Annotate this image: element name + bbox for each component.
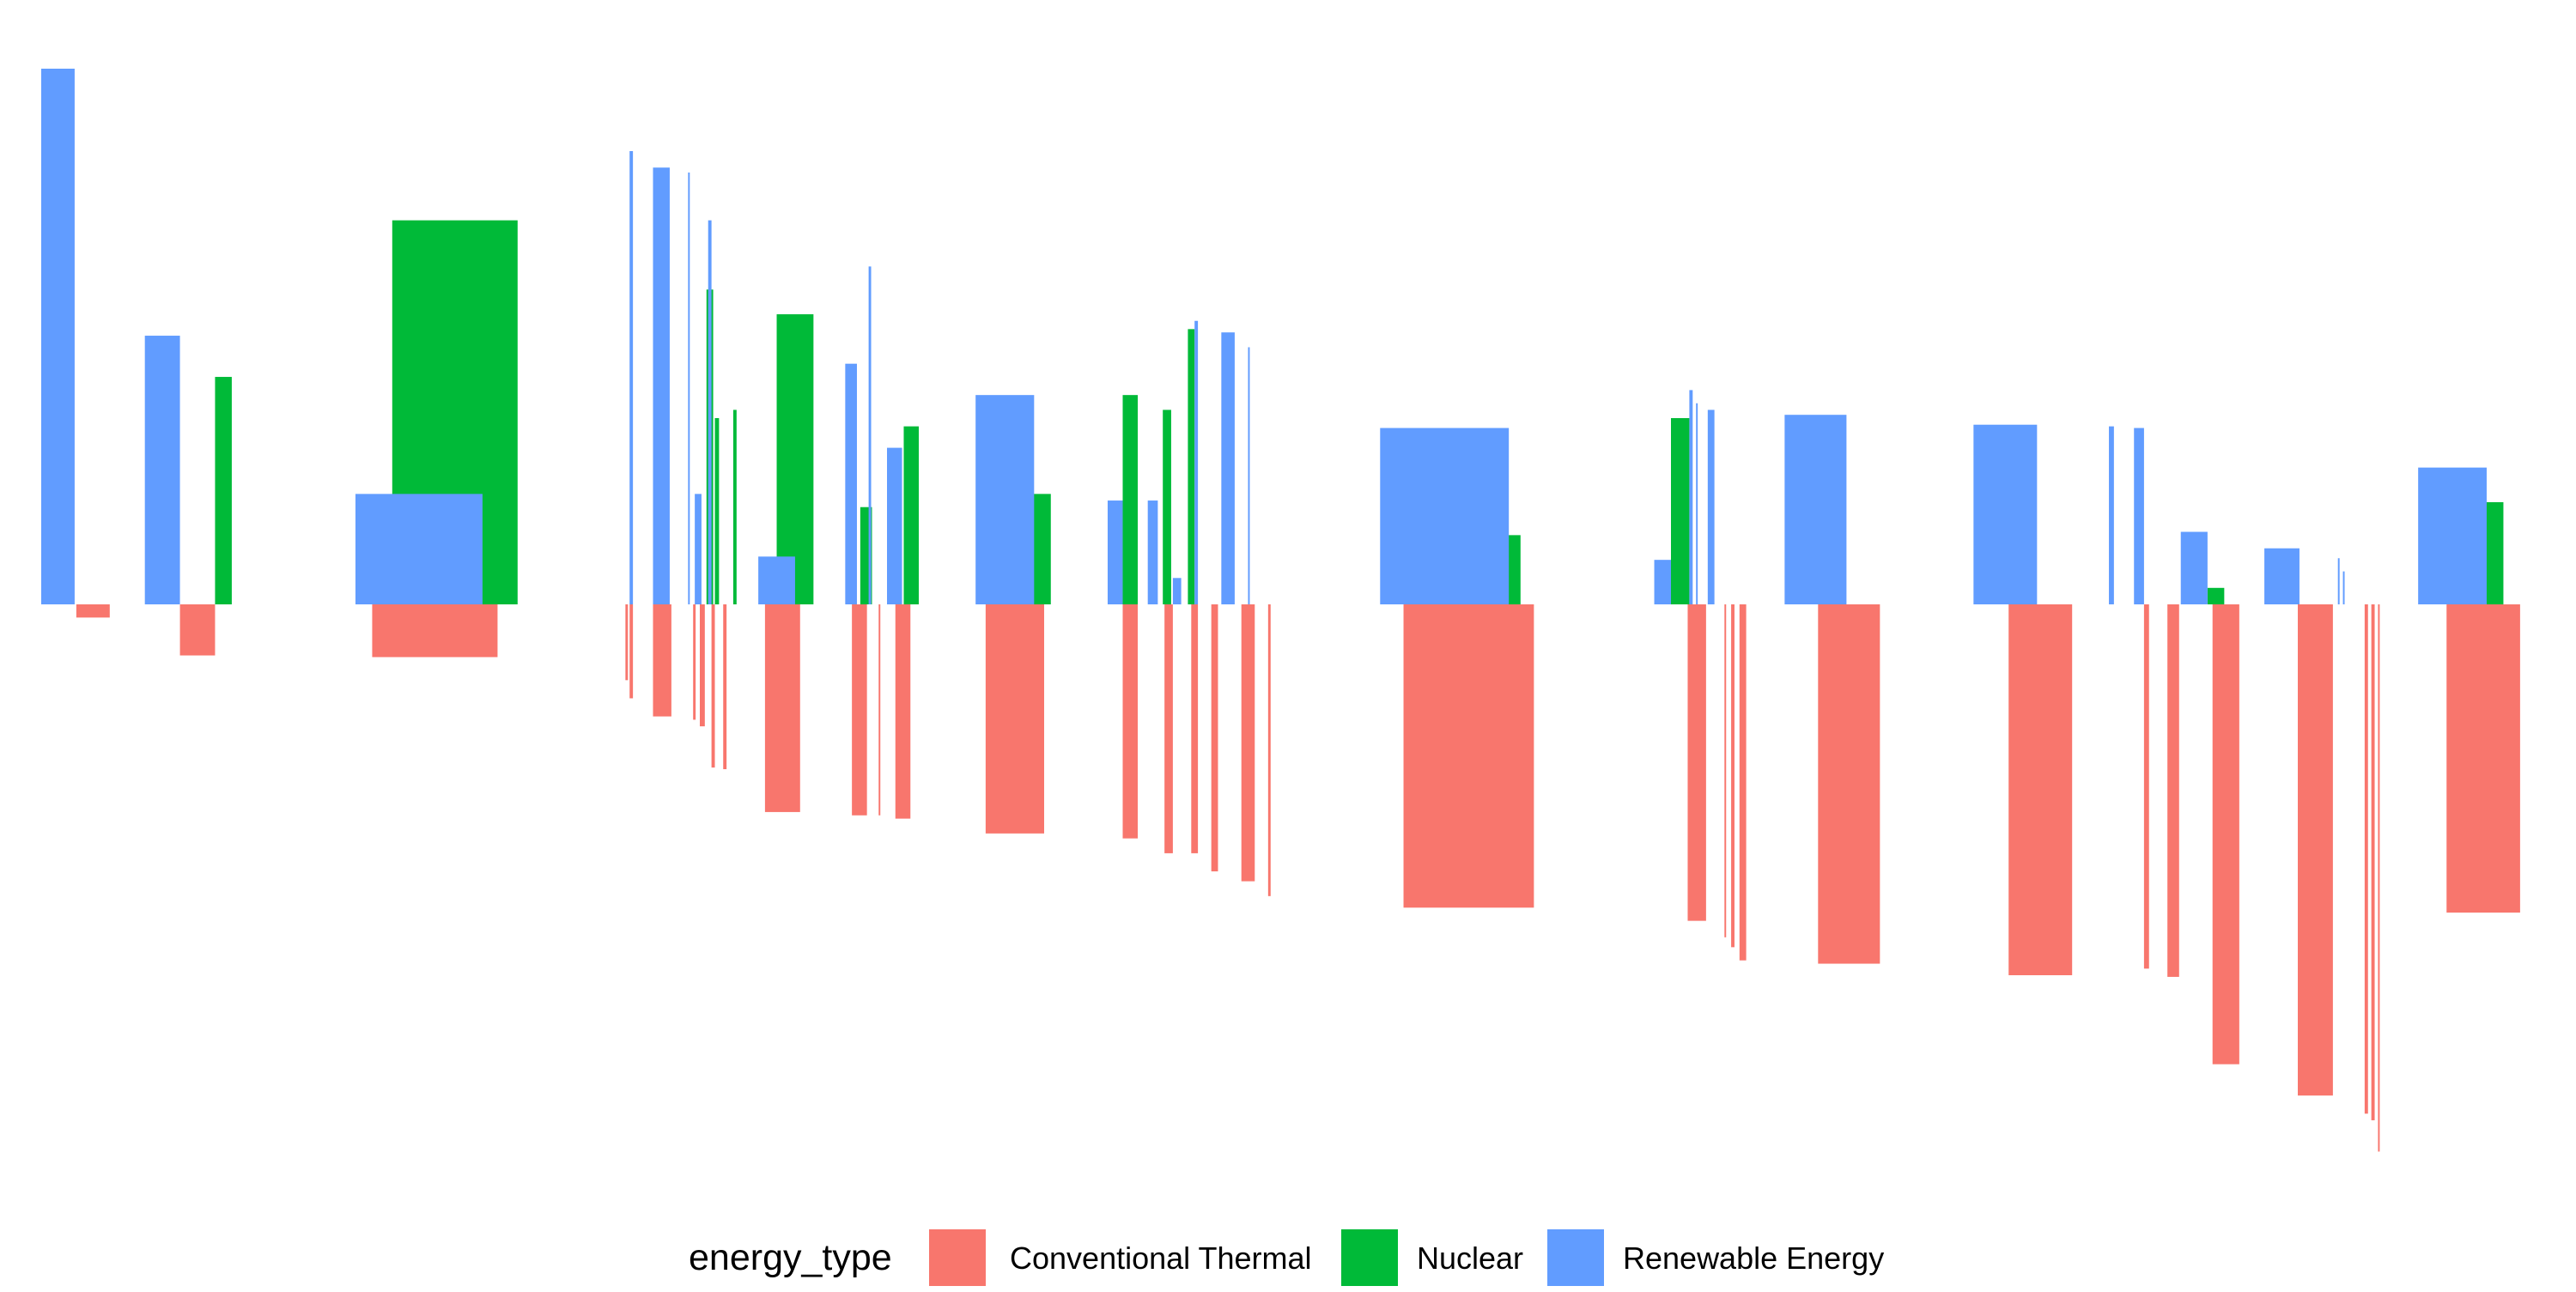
bar-renewable-energy-31 bbox=[2337, 558, 2340, 604]
bar-conventional-thermal-30 bbox=[2167, 604, 2179, 977]
bar-nuclear-6 bbox=[776, 314, 814, 604]
bar-conventional-thermal-5 bbox=[629, 604, 634, 699]
bar-renewable-energy-10 bbox=[845, 363, 857, 604]
bar-nuclear-4 bbox=[714, 418, 720, 604]
bar-nuclear-11 bbox=[1163, 409, 1171, 604]
bar-renewable-energy-14 bbox=[1107, 500, 1123, 604]
bar-nuclear-8 bbox=[903, 426, 919, 604]
bar-conventional-thermal-2 bbox=[179, 604, 216, 656]
bar-conventional-thermal-23 bbox=[1687, 604, 1706, 921]
legend-label-nuclear: Nuclear bbox=[1417, 1240, 1524, 1276]
bar-renewable-energy-1 bbox=[41, 69, 75, 604]
bar-conventional-thermal-21 bbox=[1267, 604, 1271, 896]
bar-renewable-energy-21 bbox=[1654, 560, 1671, 604]
bar-nuclear-12 bbox=[1188, 329, 1195, 604]
bar-renewable-energy-29 bbox=[2180, 531, 2208, 604]
bar-renewable-energy-28 bbox=[2134, 428, 2144, 604]
bar-renewable-energy-25 bbox=[1784, 415, 1847, 604]
bar-nuclear-15 bbox=[2207, 587, 2225, 604]
bar-renewable-energy-5 bbox=[653, 167, 670, 604]
series-conventional-thermal bbox=[76, 604, 2520, 1152]
bar-renewable-energy-6 bbox=[688, 172, 690, 604]
bar-conventional-thermal-35 bbox=[2378, 604, 2380, 1152]
bar-renewable-energy-26 bbox=[1973, 424, 2038, 604]
bar-renewable-energy-15 bbox=[1147, 500, 1158, 604]
bar-conventional-thermal-7 bbox=[693, 604, 696, 720]
bar-conventional-thermal-11 bbox=[764, 604, 800, 812]
bar-conventional-thermal-15 bbox=[985, 604, 1044, 834]
bar-conventional-thermal-31 bbox=[2212, 604, 2239, 1065]
bar-conventional-thermal-17 bbox=[1164, 604, 1173, 853]
bar-renewable-energy-23 bbox=[1696, 403, 1698, 604]
bar-conventional-thermal-26 bbox=[1739, 604, 1747, 961]
bar-renewable-energy-2 bbox=[144, 336, 180, 604]
bar-conventional-thermal-33 bbox=[2364, 604, 2368, 1114]
bar-conventional-thermal-25 bbox=[1731, 604, 1735, 948]
bar-conventional-thermal-32 bbox=[2298, 604, 2333, 1096]
bar-conventional-thermal-4 bbox=[625, 604, 629, 681]
legend-key-conventional-thermal bbox=[929, 1229, 986, 1286]
legend-key-nuclear bbox=[1341, 1229, 1398, 1286]
bar-renewable-energy-17 bbox=[1194, 320, 1199, 604]
bar-renewable-energy-33 bbox=[2418, 467, 2487, 604]
bar-conventional-thermal-28 bbox=[2008, 604, 2073, 975]
bar-renewable-energy-8 bbox=[708, 220, 712, 604]
bar-renewable-energy-18 bbox=[1221, 332, 1235, 604]
legend: energy_type Conventional Thermal Nuclear… bbox=[0, 1226, 2576, 1288]
bar-renewable-energy-7 bbox=[695, 494, 702, 604]
series-nuclear bbox=[215, 220, 2504, 604]
bar-renewable-energy-9 bbox=[758, 556, 795, 604]
bar-conventional-thermal-19 bbox=[1211, 604, 1218, 872]
bar-conventional-thermal-24 bbox=[1724, 604, 1727, 937]
bar-renewable-energy-24 bbox=[1707, 409, 1715, 604]
bar-conventional-thermal-6 bbox=[653, 604, 671, 717]
bar-renewable-energy-30 bbox=[2264, 548, 2300, 604]
bar-renewable-energy-16 bbox=[1172, 578, 1182, 604]
bar-conventional-thermal-13 bbox=[878, 604, 881, 816]
bar-conventional-thermal-8 bbox=[699, 604, 705, 727]
bar-conventional-thermal-3 bbox=[372, 604, 498, 658]
bar-conventional-thermal-29 bbox=[2143, 604, 2149, 969]
legend-title: energy_type bbox=[689, 1237, 892, 1278]
bar-conventional-thermal-10 bbox=[723, 604, 727, 769]
bar-conventional-thermal-22 bbox=[1403, 604, 1534, 908]
bar-nuclear-5 bbox=[732, 409, 737, 604]
bar-renewable-energy-13 bbox=[975, 395, 1035, 604]
series-renewable-energy bbox=[41, 69, 2487, 604]
bar-nuclear-1 bbox=[215, 377, 232, 604]
legend-label-renewable-energy: Renewable Energy bbox=[1623, 1240, 1885, 1276]
bar-conventional-thermal-14 bbox=[895, 604, 911, 819]
bar-renewable-energy-4 bbox=[629, 151, 634, 604]
bar-conventional-thermal-1 bbox=[76, 604, 110, 618]
legend-label-conventional-thermal: Conventional Thermal bbox=[1010, 1240, 1312, 1276]
bar-conventional-thermal-18 bbox=[1191, 604, 1199, 853]
bar-conventional-thermal-34 bbox=[2371, 604, 2375, 1120]
bar-renewable-energy-27 bbox=[2109, 426, 2114, 604]
bar-renewable-energy-11 bbox=[868, 266, 872, 604]
bar-nuclear-10 bbox=[1122, 395, 1139, 604]
bar-renewable-energy-19 bbox=[1248, 347, 1250, 604]
bar-conventional-thermal-12 bbox=[852, 604, 867, 816]
bar-renewable-energy-3 bbox=[355, 494, 483, 604]
bar-conventional-thermal-9 bbox=[711, 604, 715, 768]
bar-conventional-thermal-27 bbox=[1818, 604, 1880, 964]
legend-key-renewable-energy bbox=[1547, 1229, 1604, 1286]
bar-conventional-thermal-20 bbox=[1241, 604, 1255, 882]
bar-renewable-energy-12 bbox=[887, 447, 902, 604]
bar-renewable-energy-22 bbox=[1689, 390, 1693, 604]
bar-nuclear-16 bbox=[2485, 501, 2504, 604]
bar-conventional-thermal-16 bbox=[1122, 604, 1139, 839]
bar-renewable-energy-32 bbox=[2342, 571, 2345, 604]
bar-nuclear-14 bbox=[1671, 418, 1690, 604]
bar-conventional-thermal-36 bbox=[2446, 604, 2520, 913]
bar-nuclear-9 bbox=[1032, 494, 1051, 604]
bar-renewable-energy-20 bbox=[1380, 428, 1510, 604]
